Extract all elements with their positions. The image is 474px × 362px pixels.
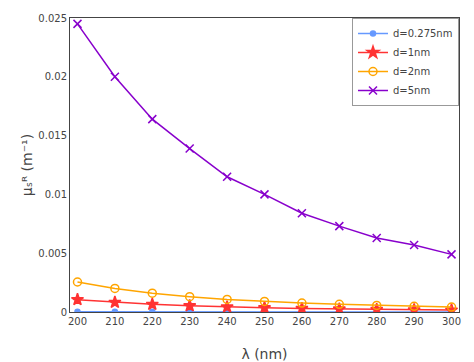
svg-text:d=0.275nm: d=0.275nm (393, 28, 452, 39)
svg-text:μₛᴿ (m⁻¹): μₛᴿ (m⁻¹) (19, 134, 35, 196)
svg-text:210: 210 (105, 316, 124, 327)
svg-text:0: 0 (61, 307, 67, 318)
svg-text:200: 200 (68, 316, 87, 327)
svg-text:0.015: 0.015 (38, 130, 67, 141)
svg-text:250: 250 (255, 316, 274, 327)
svg-text:220: 220 (143, 316, 162, 327)
svg-text:d=1nm: d=1nm (393, 47, 430, 58)
svg-text:0.025: 0.025 (38, 13, 67, 24)
svg-text:d=5nm: d=5nm (393, 85, 430, 96)
svg-text:260: 260 (292, 316, 311, 327)
svg-text:0.005: 0.005 (38, 248, 67, 259)
svg-text:290: 290 (405, 316, 424, 327)
svg-text:λ (nm): λ (nm) (241, 346, 287, 362)
svg-text:280: 280 (367, 316, 386, 327)
svg-text:d=2nm: d=2nm (393, 66, 430, 77)
svg-text:0.01: 0.01 (45, 189, 67, 200)
svg-text:240: 240 (218, 316, 237, 327)
svg-text:230: 230 (180, 316, 199, 327)
svg-text:270: 270 (330, 316, 349, 327)
svg-text:0.02: 0.02 (45, 71, 67, 82)
svg-text:300: 300 (442, 316, 461, 327)
